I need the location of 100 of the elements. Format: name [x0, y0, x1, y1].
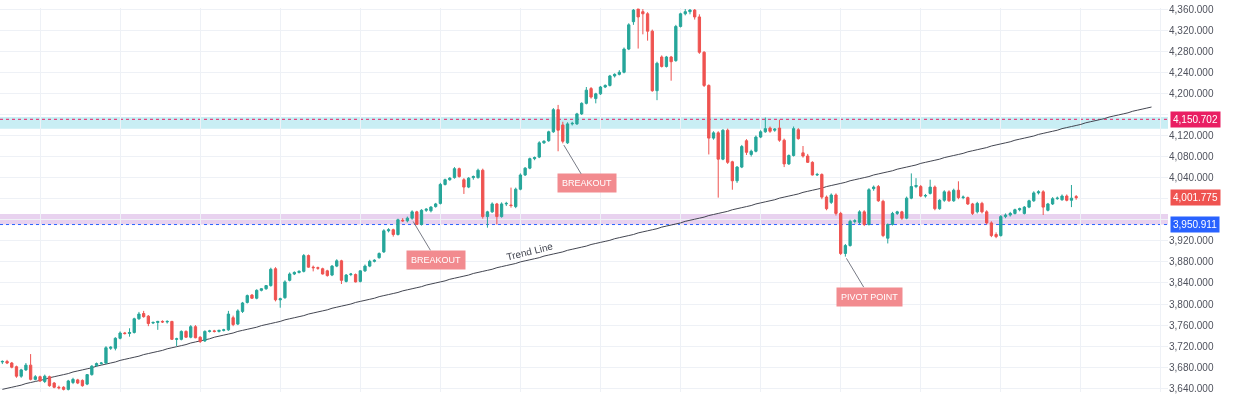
candlestick	[900, 210, 904, 221]
candlestick	[377, 251, 381, 260]
candlestick	[255, 288, 259, 300]
y-tick-label: 4,040.000	[1169, 172, 1214, 184]
candlestick	[481, 168, 485, 220]
candlestick	[231, 315, 235, 327]
candlestick	[141, 310, 146, 319]
candlestick	[975, 201, 979, 214]
candlestick	[189, 324, 193, 339]
candlestick	[857, 209, 862, 225]
candlestick	[146, 314, 151, 327]
candlestick	[584, 86, 589, 105]
candlestick	[509, 187, 513, 209]
candlestick	[904, 196, 909, 220]
candlestick	[876, 184, 881, 203]
candlestick	[956, 180, 961, 200]
candlestick	[419, 208, 424, 227]
candlestick	[744, 138, 749, 156]
candlestick	[716, 130, 720, 199]
candlestick	[28, 353, 33, 381]
candlestick	[273, 266, 278, 302]
candlestick	[353, 272, 358, 283]
candlestick	[1041, 189, 1045, 216]
candlestick	[631, 8, 636, 26]
candlestick	[184, 329, 188, 339]
candlestick	[1074, 194, 1078, 201]
candlestick	[160, 319, 165, 324]
candlestick	[212, 329, 216, 333]
candlestick	[730, 160, 735, 191]
candlestick	[711, 130, 716, 141]
candlestick	[33, 374, 37, 381]
y-tick-label: 3,840.000	[1169, 277, 1214, 289]
candlestick	[952, 188, 956, 203]
y-tick-label: 3,800.000	[1169, 298, 1214, 310]
candlestick	[881, 199, 885, 238]
candlestick	[565, 121, 570, 145]
candlestick	[14, 365, 19, 379]
y-tick-label: 3,880.000	[1169, 256, 1214, 268]
candlestick	[815, 172, 819, 177]
y-tick-label: 4,320.000	[1169, 24, 1214, 36]
candlestick	[325, 269, 329, 278]
candlestick	[94, 362, 99, 367]
candlestick	[410, 209, 414, 221]
candlestick	[259, 287, 264, 292]
candlestick	[292, 270, 297, 276]
candlestick	[38, 375, 42, 383]
candlestick	[61, 386, 66, 391]
candlestick	[287, 271, 292, 282]
y-tick-label: 3,760.000	[1169, 319, 1214, 331]
candlestick	[693, 8, 697, 21]
candlestick	[495, 202, 499, 225]
candlestick	[867, 187, 871, 227]
y-tick-label: 3,680.000	[1169, 361, 1214, 373]
candlestick	[928, 179, 932, 195]
candlestick	[278, 297, 282, 309]
text: BREAKOUT	[562, 178, 612, 188]
candlestick	[174, 337, 179, 347]
candlestick	[0, 359, 5, 365]
candlestick	[871, 185, 876, 192]
candlestick	[773, 127, 777, 133]
y-tick-label: 4,240.000	[1169, 66, 1214, 78]
candlestick	[655, 61, 659, 101]
ref-line-label: 4,150.702	[1173, 114, 1218, 125]
candlestick	[250, 293, 254, 300]
candlestick	[76, 378, 80, 385]
candlestick	[999, 214, 1003, 238]
candlestick	[226, 310, 231, 332]
candlestick	[415, 210, 419, 226]
candlestick	[551, 107, 556, 134]
text: 4,001.775	[1173, 192, 1218, 203]
candlestick	[669, 55, 673, 82]
candlestick	[763, 117, 767, 134]
y-tick-label: 3,920.000	[1169, 235, 1214, 247]
candlestick	[919, 184, 923, 198]
candlestick	[947, 189, 951, 203]
y-tick-label: 4,200.000	[1169, 87, 1214, 99]
y-tick-label: 4,280.000	[1169, 45, 1214, 57]
candlestick	[43, 374, 47, 384]
candlestick	[339, 259, 344, 285]
candlestick	[203, 329, 207, 343]
ref-line-label: 3,950.911	[1173, 219, 1218, 230]
candlestick	[457, 167, 461, 179]
candlestick	[452, 166, 457, 180]
text: PIVOT POINT	[841, 292, 898, 302]
candlestick	[466, 176, 471, 189]
y-tick-label: 3,640.000	[1169, 382, 1214, 394]
candlestick	[664, 55, 669, 69]
candlestick	[862, 209, 866, 227]
candlestick	[47, 375, 52, 388]
candlestick	[989, 220, 994, 238]
y-tick-label: 4,120.000	[1169, 129, 1214, 141]
candlestick	[923, 193, 928, 199]
candlestick	[382, 228, 386, 254]
candlestick	[796, 127, 800, 141]
text: Trend Line	[505, 240, 555, 263]
candlestick	[721, 128, 725, 161]
candlestick	[725, 128, 730, 165]
candlestick	[933, 185, 937, 211]
candlestick	[462, 177, 466, 195]
candlestick	[179, 329, 183, 341]
